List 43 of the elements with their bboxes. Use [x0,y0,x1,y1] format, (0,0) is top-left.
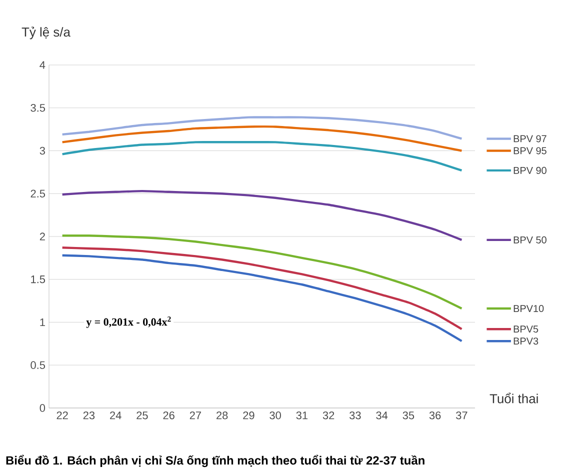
x-tick-label: 28 [216,412,228,420]
line-series [61,190,463,242]
y-tick-label: 1 [40,318,45,326]
x-tick-label: 22 [56,412,68,420]
legend-label: BPV 50 [514,236,546,244]
x-tick-label: 35 [402,412,414,420]
legend-label: BPV 95 [514,147,546,154]
x-tick-label: 26 [163,412,174,420]
x-tick-label: 25 [136,412,148,420]
y-tick-label: 2.5 [30,190,46,198]
y-tick-label: 3.5 [30,104,46,112]
line-series [61,254,463,342]
x-tick-label: 34 [376,412,388,420]
x-tick-label: 37 [456,412,468,420]
legend-label: BPV 90 [514,166,546,174]
x-tick-label: 33 [350,412,361,420]
y-tick-label: 1.5 [31,276,46,284]
y-axis-title: Tỷ lệ s/a [22,26,70,40]
x-tick-label: 30 [270,412,281,420]
x-tick-label: 24 [110,412,122,420]
x-tick-label: 36 [429,412,441,420]
line-series [61,141,463,172]
legend-label: BPV5 [514,326,538,333]
x-tick-label: 32 [322,412,334,420]
y-tick-label: 4 [40,61,46,69]
line-series [61,234,463,310]
annotation: y = 0,201x - 0,04x$^{2}$ [86,316,171,328]
line-series [61,126,463,152]
x-tick-label: 31 [296,412,308,420]
x-axis-title: Tuổi thai [490,392,538,404]
x-tick-label: 23 [83,412,95,420]
legend-label: BPV10 [514,304,544,312]
line-series [61,246,463,330]
x-tick-label: 27 [190,412,201,420]
y-tick-label: 0.5 [30,361,46,369]
x-tick-label: 29 [243,412,254,420]
y-tick-label: 2 [40,232,45,240]
y-tick-label: 3 [40,146,46,155]
line-series [61,116,463,140]
legend-label: BPV3 [514,338,538,345]
legend-label: BPV 97 [514,135,546,142]
y-tick-label: 0 [40,404,46,412]
text: Biểu đồ 1. Bách phân vị chỉ S/a ống tĩnh mạch theo tuổi thai từ 22-37 tuần [6,454,424,468]
